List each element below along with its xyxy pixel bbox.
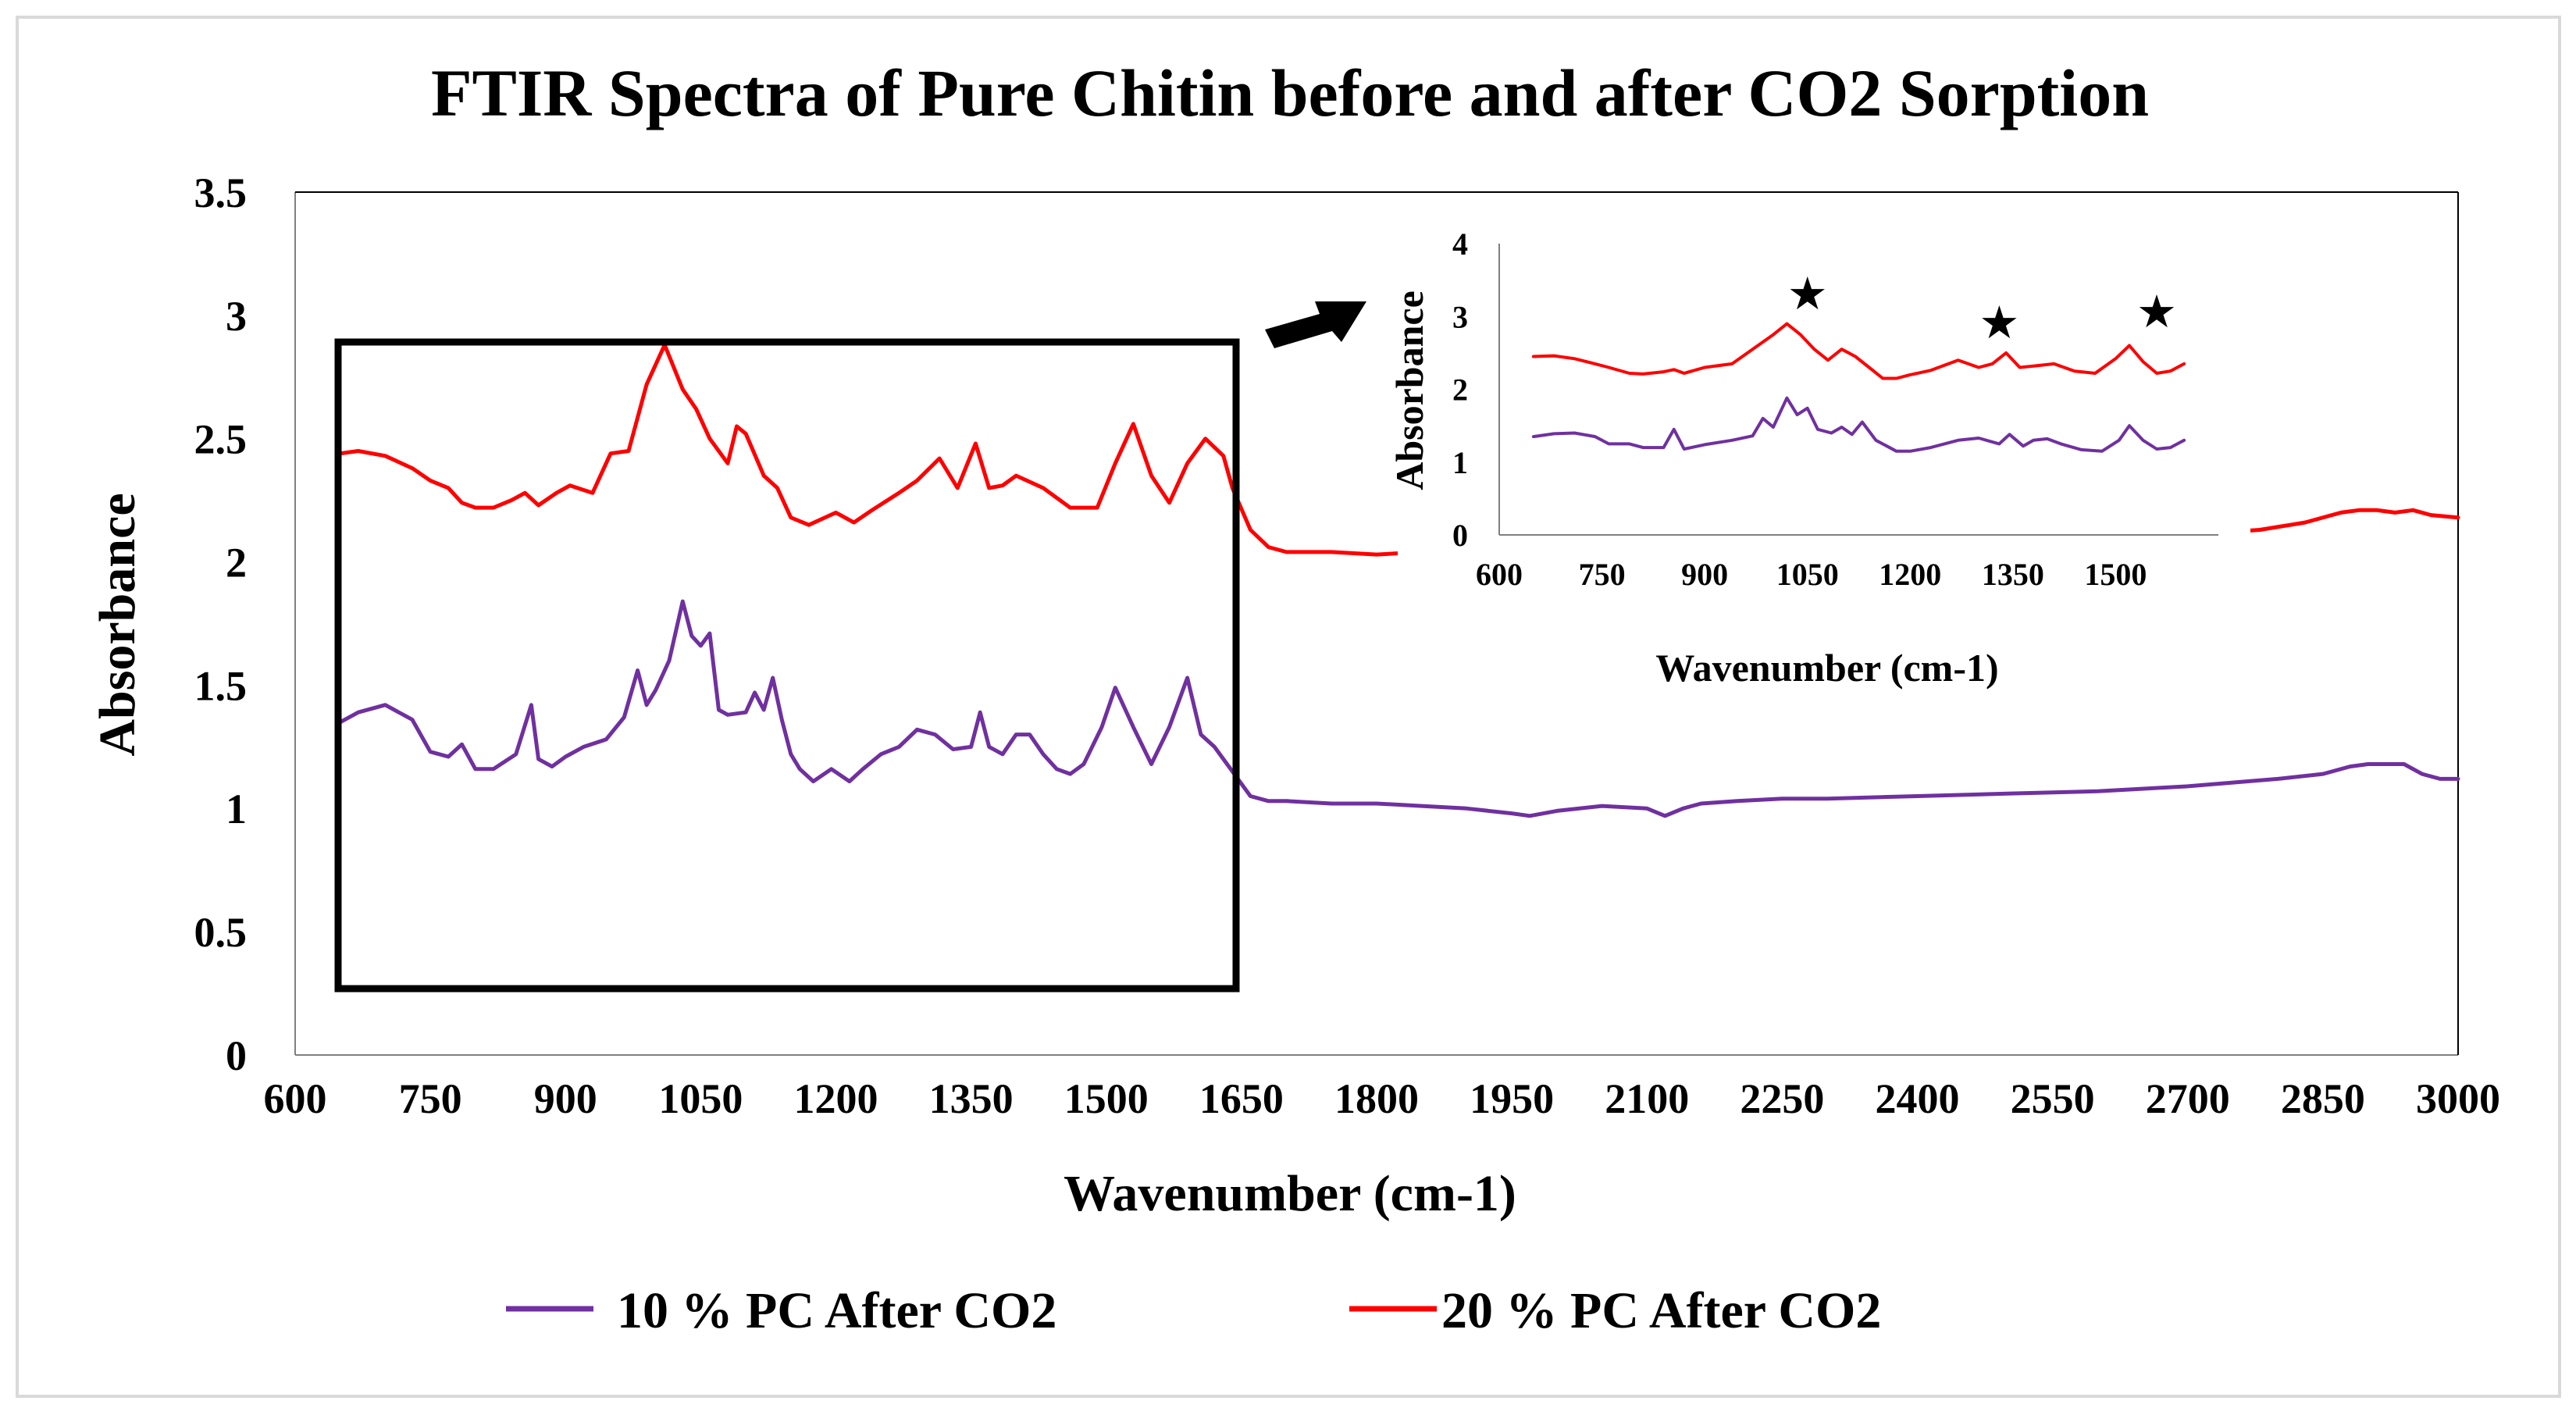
y-tick-label: 3 — [1452, 299, 1468, 334]
x-tick-label: 2100 — [1605, 1075, 1689, 1122]
inset-ticks: 600 750 900 1050 1200 1350 1500 0 1 2 3 4 — [1452, 226, 2147, 592]
main-axes — [294, 191, 2459, 1056]
y-tick-label: 1.5 — [194, 662, 248, 709]
y-tick-label: 0.5 — [194, 909, 248, 956]
y-tick-label: 0 — [226, 1032, 247, 1079]
y-tick-label: 2 — [1452, 372, 1468, 408]
x-tick-label: 900 — [1681, 557, 1728, 592]
inset-axes — [1498, 244, 2218, 536]
x-tick-label: 1500 — [2084, 557, 2147, 592]
x-tick-label: 750 — [1579, 557, 1626, 592]
x-tick-label: 2700 — [2146, 1075, 2230, 1122]
zoom-highlight-box — [334, 338, 1240, 993]
inset-panel — [1398, 211, 2250, 558]
x-tick-label: 1350 — [1982, 557, 2044, 592]
x-tick-label: 1950 — [1470, 1075, 1554, 1122]
inset-series — [1531, 322, 2186, 453]
x-tick-label: 2850 — [2281, 1075, 2365, 1122]
y-tick-label: 1 — [226, 786, 247, 832]
y-axis-title: Absorbance — [89, 493, 146, 756]
x-tick-label: 3000 — [2416, 1075, 2500, 1122]
series-line-10pc — [1531, 396, 2186, 453]
arrow-icon — [1265, 301, 1366, 348]
x-tick-label: 1050 — [658, 1075, 743, 1122]
x-tick-label: 1200 — [794, 1075, 878, 1122]
y-tick-label: 1 — [1452, 445, 1468, 480]
x-tick-label: 1650 — [1199, 1075, 1284, 1122]
x-tick-label: 900 — [534, 1075, 597, 1122]
series-line-10pc — [338, 599, 2460, 818]
x-axis-title: Wavenumber (cm-1) — [1064, 1165, 1516, 1222]
x-tick-label: 750 — [399, 1075, 462, 1122]
x-tick-label: 2400 — [1876, 1075, 1960, 1122]
star-marker: ★ — [1787, 267, 1828, 320]
x-tick-label: 2550 — [2011, 1075, 2095, 1122]
x-tick-label: 600 — [264, 1075, 327, 1122]
star-marker: ★ — [2136, 285, 2177, 338]
y-tick-label: 3 — [226, 293, 247, 340]
y-tick-label: 0 — [1452, 518, 1468, 553]
x-tick-label: 1350 — [929, 1075, 1014, 1122]
inset-x-axis-title: Wavenumber (cm-1) — [1655, 646, 1998, 690]
chart-title: FTIR Spectra of Pure Chitin before and a… — [431, 55, 2149, 130]
x-tick-label: 1050 — [1776, 557, 1839, 592]
x-tick-label: 1200 — [1879, 557, 1941, 592]
legend-label-10pc: 10 % PC After CO2 — [617, 1282, 1056, 1339]
y-tick-label: 3.5 — [194, 169, 248, 216]
inset-y-axis-title: Absorbance — [1388, 290, 1431, 490]
y-tick-label: 2.5 — [194, 416, 248, 463]
inset-markers: ★ ★ ★ — [1787, 267, 2177, 349]
x-tick-label: 1800 — [1334, 1075, 1419, 1122]
main-ticks: 600 750 900 1050 1200 1350 1500 1650 1800 1950 210… — [194, 169, 2501, 1122]
x-tick-label: 1500 — [1064, 1075, 1149, 1122]
legend-label-20pc: 20 % PC After CO2 — [1441, 1282, 1881, 1339]
legend: 10 % PC After CO2 20 % PC After CO2 — [506, 1282, 1881, 1339]
y-tick-label: 2 — [226, 539, 247, 586]
y-tick-label: 4 — [1452, 226, 1468, 262]
x-tick-label: 600 — [1476, 557, 1523, 592]
series-line-20pc — [1531, 322, 2186, 380]
x-tick-label: 2250 — [1740, 1075, 1824, 1122]
star-marker: ★ — [1979, 296, 2019, 349]
